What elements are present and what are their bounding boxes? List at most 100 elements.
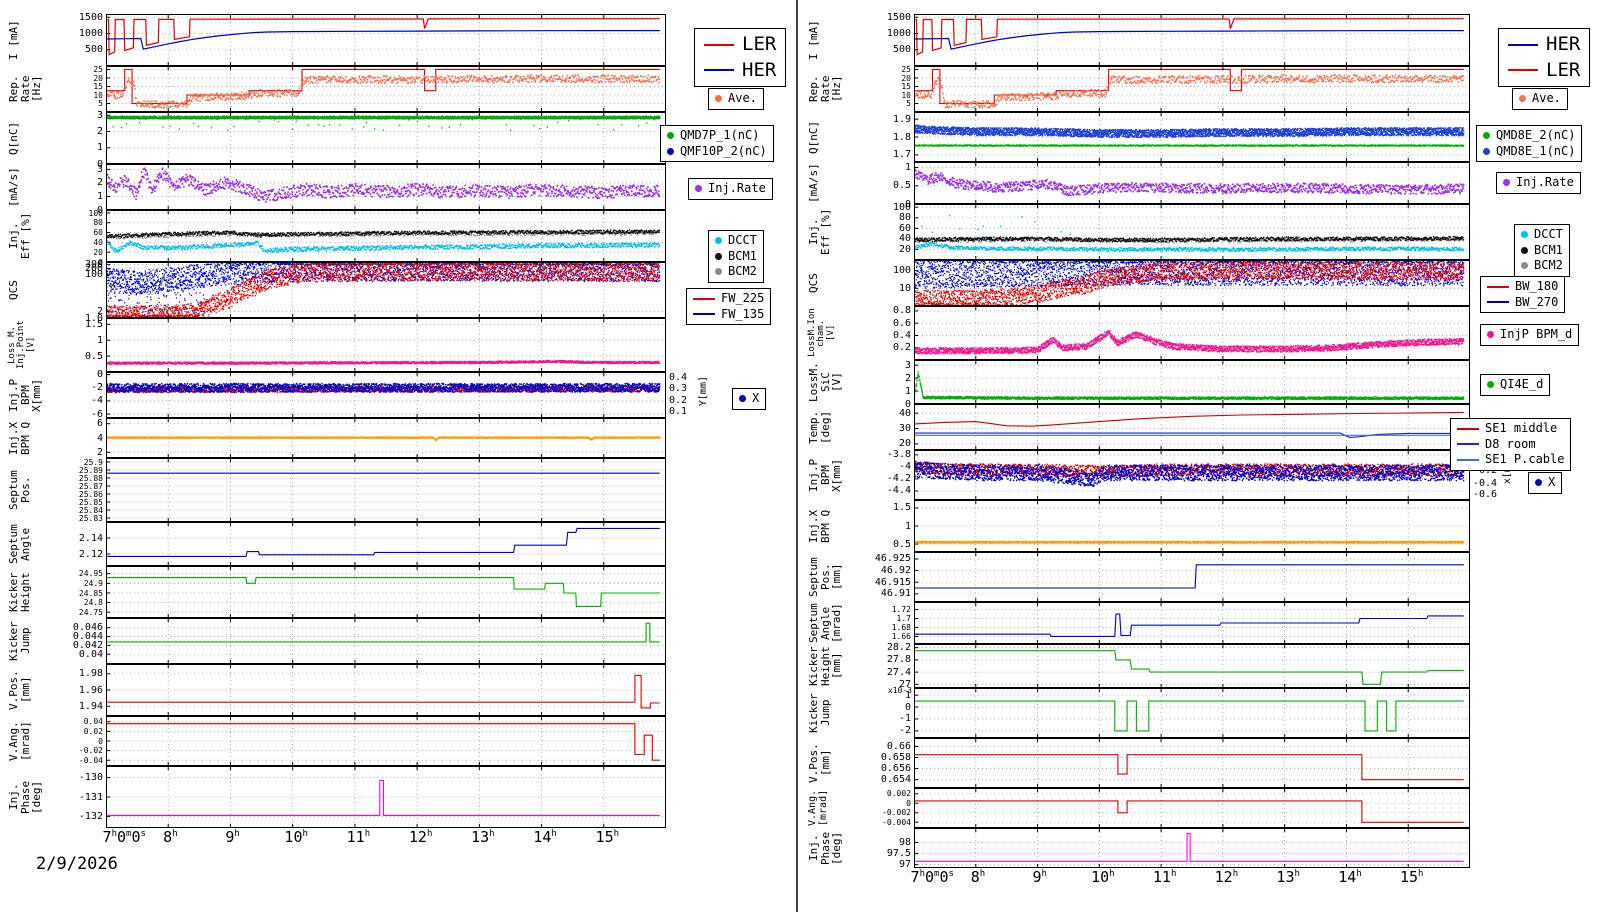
chart-left-injx-bpm-q bbox=[106, 418, 666, 458]
legend-charge: QMD7P_1(nC) QMF10P_2(nC) bbox=[660, 125, 774, 163]
legend-inj-eff: DCCT BCM1 BCM2 bbox=[1514, 224, 1570, 277]
y-tick-label: 10 bbox=[898, 282, 911, 294]
y-axis-label: Inj. Eff [%] bbox=[7, 210, 32, 262]
legend-item: DCCT bbox=[1521, 227, 1563, 243]
y-tick-label: 2.12 bbox=[78, 548, 103, 560]
legend-item: QI4E_d bbox=[1487, 377, 1543, 393]
chart-left-current bbox=[106, 14, 666, 66]
legend-inj-rate: Inj.Rate bbox=[1496, 172, 1581, 194]
line-marker-icon bbox=[1457, 458, 1479, 461]
series-QMD8E_2 bbox=[914, 144, 1465, 147]
y-tick-label: 0.046 bbox=[72, 622, 103, 634]
subplot-left-v-pos: V.Pos. [mm] 1.94 1.96 1.98 bbox=[6, 664, 795, 716]
y-tick-label: 28.2 bbox=[886, 642, 911, 654]
y-tick-label: 0.66 bbox=[886, 740, 911, 752]
y-tick-label: 24.85 bbox=[78, 588, 103, 598]
y-tick-label: 0.656 bbox=[880, 763, 911, 775]
y-tick-label: -2 bbox=[898, 725, 911, 737]
y-tick-label: 5 bbox=[906, 99, 911, 109]
y-tick-label: 1 bbox=[96, 190, 103, 202]
panel-divider bbox=[796, 0, 798, 912]
y-axis-label-line: I [mA] bbox=[7, 20, 20, 60]
legend-label: DCCT bbox=[1534, 227, 1563, 241]
subplot-right-temperature: Temp. [deg] 20 30 40 bbox=[806, 404, 1606, 450]
y-axis-label-line: Inj.Point bbox=[16, 320, 27, 370]
y-tick-label: 25.83 bbox=[78, 513, 103, 523]
y-axis-area: V.Pos. [mm] 1.94 1.96 1.98 bbox=[6, 664, 106, 716]
y-axis-label: Inj.X BPM Q bbox=[7, 418, 32, 458]
y-tick-label: 0 bbox=[96, 158, 103, 170]
subplot-right-rep-rate: Rep. Rate [Hz] 5 10 15 20 25 bbox=[806, 65, 1606, 112]
chart-right-current bbox=[914, 14, 1470, 66]
y-tick-label: 27.4 bbox=[886, 666, 911, 678]
y-tick-label: 0.042 bbox=[72, 639, 103, 651]
legend-item: DCCT bbox=[715, 233, 757, 249]
y-axis-label-line: Height bbox=[18, 572, 32, 612]
y-axis-label-line: [mm] bbox=[830, 652, 844, 680]
y-tick-label: 24.75 bbox=[78, 607, 103, 617]
right-y-tick-label: 0.1 bbox=[669, 406, 688, 418]
y-tick-label: 46.925 bbox=[874, 553, 911, 565]
y-tick-label: 1.7 bbox=[896, 614, 911, 624]
y-axis-label-line: Rate bbox=[18, 75, 32, 103]
y-axis-area: Inj.X BPM Q 2 4 6 bbox=[6, 418, 106, 458]
y-tick-label: 0.04 bbox=[78, 648, 103, 660]
legend-temperature: SE1 middle D8 room SE1 P.cable bbox=[1450, 418, 1572, 471]
y-tick-label: 1.5 bbox=[84, 318, 103, 330]
y-tick-label: 25 bbox=[93, 65, 103, 75]
line-marker-icon bbox=[1508, 43, 1538, 46]
line-marker-icon bbox=[704, 43, 734, 46]
series-DCCT bbox=[914, 241, 1465, 253]
legend-label: X bbox=[752, 391, 760, 405]
y-axis-area: Loss M. Inj.Point [V] 0.5 1 1.5 bbox=[6, 318, 106, 372]
y-axis-label-line: Septum bbox=[807, 603, 820, 643]
dot-marker-icon bbox=[1521, 262, 1528, 270]
legend-label: LER bbox=[1546, 58, 1581, 81]
y-tick-label: 20 bbox=[898, 438, 911, 450]
series-QMD7P_1-outliers bbox=[112, 117, 656, 131]
y-tick-label: 25.86 bbox=[78, 489, 103, 499]
x-tick-label: 15h bbox=[595, 828, 620, 846]
y-axis-label: [mA/s] bbox=[807, 162, 820, 204]
series-D8-room bbox=[914, 432, 1464, 438]
series-inj-point-loss bbox=[106, 359, 661, 365]
x-tick-label: 10h bbox=[284, 828, 308, 846]
y-tick-label: 25 bbox=[901, 65, 911, 75]
y-axis-label-line: [deg] bbox=[830, 831, 844, 865]
legend-item: Inj.Rate bbox=[1503, 175, 1574, 191]
y-axis-label-line: BPM Q bbox=[18, 421, 32, 455]
y-axis-label: Inj.P BPM X[mm] bbox=[807, 450, 843, 500]
right-y-tick-label: -0.4 bbox=[1473, 477, 1498, 489]
series-v-ang bbox=[914, 800, 1464, 823]
y-axis-label-line: Phase bbox=[18, 780, 32, 814]
chart-right-inj-eff bbox=[914, 204, 1470, 260]
dot-marker-icon bbox=[1483, 147, 1490, 155]
y-tick-label: 1500 bbox=[78, 11, 103, 23]
x-tick-label: 8h bbox=[970, 868, 986, 886]
y-tick-label: 3 bbox=[904, 359, 911, 371]
y-tick-label: 0.04 bbox=[83, 717, 103, 727]
legend-item: BCM1 bbox=[1521, 243, 1563, 259]
y-axis-label-line: [mm] bbox=[18, 676, 32, 704]
y-tick-label: -131 bbox=[78, 791, 103, 803]
y-axis-label-line: Eff [%] bbox=[18, 212, 32, 260]
y-axis-area: [mA/s] 0 0.5 1 bbox=[806, 162, 914, 210]
dot-marker-icon bbox=[1521, 246, 1528, 254]
y-axis-label-line: Rep. bbox=[7, 75, 20, 103]
y-tick-label: 0.002 bbox=[886, 789, 911, 799]
subplot-left-inj-eff: Inj. Eff [%] 0 20 40 60 80 100 bbox=[6, 209, 795, 267]
series-Ave bbox=[914, 74, 1465, 109]
series-kicker-height bbox=[106, 577, 660, 607]
y-axis-label-line: LossM. bbox=[807, 362, 820, 402]
y-axis-area: Kicker Height 24.75 24.8 24.85 24.9 24.95 bbox=[6, 566, 106, 618]
legend-item: QMF10P_2(nC) bbox=[667, 144, 767, 160]
legend-item: BCM2 bbox=[715, 264, 757, 280]
y-axis-label-line: [mrad] bbox=[830, 603, 844, 643]
legend-item: BW_270 bbox=[1487, 295, 1558, 311]
dot-marker-icon bbox=[1487, 331, 1494, 339]
legend-item: HER bbox=[1508, 32, 1580, 58]
legend-item: HER bbox=[704, 58, 776, 84]
dot-marker-icon bbox=[1519, 95, 1526, 103]
y-axis-label-line: X[mm] bbox=[30, 378, 44, 412]
